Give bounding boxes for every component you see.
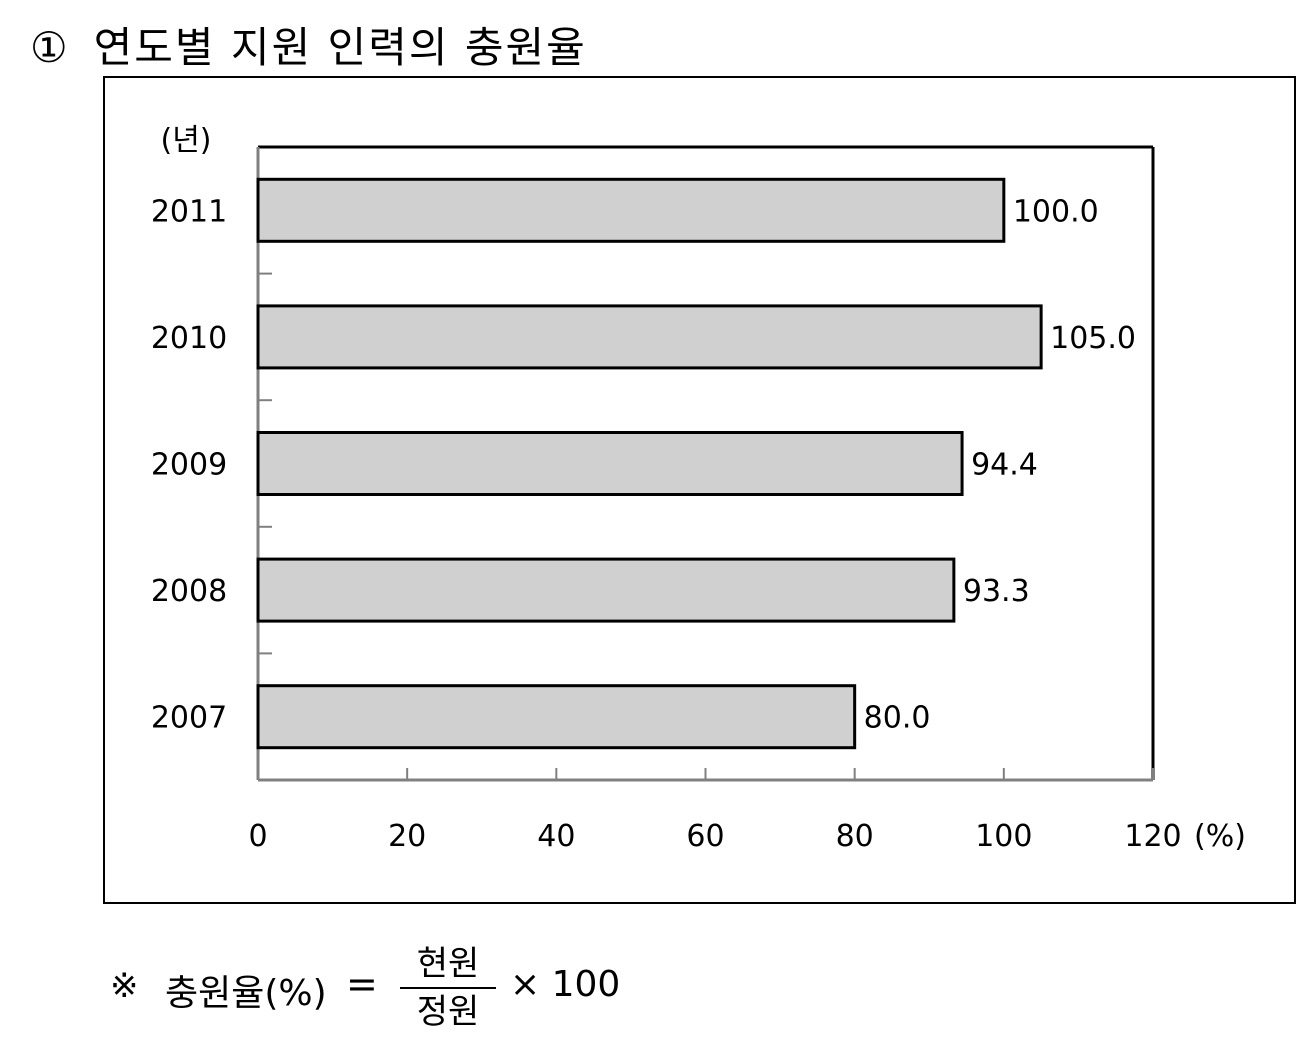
formula-numerator: 현원 bbox=[416, 944, 480, 984]
formula-multiplier: × 100 bbox=[510, 964, 621, 1005]
x-tick-label: 100 bbox=[975, 819, 1032, 854]
value-label: 105.0 bbox=[1050, 321, 1136, 356]
category-label: 2008 bbox=[151, 574, 227, 609]
note-mark: ※ bbox=[110, 966, 139, 1006]
formula-lhs: 충원율(%) bbox=[165, 973, 327, 1014]
chart-frame bbox=[103, 76, 1296, 904]
y-axis-unit-label: (년) bbox=[160, 123, 211, 158]
fraction-bar bbox=[400, 987, 496, 989]
value-label: 93.3 bbox=[963, 574, 1030, 609]
x-tick-label: 120 bbox=[1124, 819, 1181, 854]
category-label: 2009 bbox=[151, 448, 227, 483]
chart-heading: ① 연도별 지원 인력의 충원율 bbox=[30, 14, 587, 75]
bar-2008 bbox=[256, 557, 956, 623]
value-label: 80.0 bbox=[864, 701, 931, 736]
formula-denominator: 정원 bbox=[416, 992, 480, 1032]
x-tick-label: 40 bbox=[537, 819, 575, 854]
formula-fraction: 현원 정원 bbox=[400, 944, 496, 1032]
bar-2007 bbox=[256, 684, 857, 750]
bar-2010 bbox=[256, 304, 1043, 370]
x-axis-unit-label: (%) bbox=[1194, 819, 1246, 854]
value-label: 100.0 bbox=[1013, 194, 1099, 229]
bar-2009 bbox=[256, 431, 964, 496]
x-tick-label: 80 bbox=[836, 819, 874, 854]
bar-2011 bbox=[256, 177, 1006, 243]
formula-equals: = bbox=[346, 962, 378, 1006]
bar-chart: (년) 0 20 40 60 80 100 120 (%) 2011 100.0 2010 105.0… bbox=[151, 123, 1246, 854]
heading-text: 연도별 지원 인력의 충원율 bbox=[93, 23, 587, 72]
x-tick-label: 0 bbox=[248, 819, 267, 854]
category-label: 2007 bbox=[151, 701, 227, 736]
x-tick-label: 60 bbox=[686, 819, 724, 854]
x-tick-label: 20 bbox=[388, 819, 426, 854]
value-label: 94.4 bbox=[971, 448, 1038, 483]
fill-rate-formula: ※ 충원율(%) = 현원 정원 × 100 bbox=[110, 944, 670, 1034]
heading-number: ① bbox=[30, 23, 70, 72]
category-label: 2010 bbox=[151, 321, 227, 356]
category-label: 2011 bbox=[151, 194, 227, 229]
